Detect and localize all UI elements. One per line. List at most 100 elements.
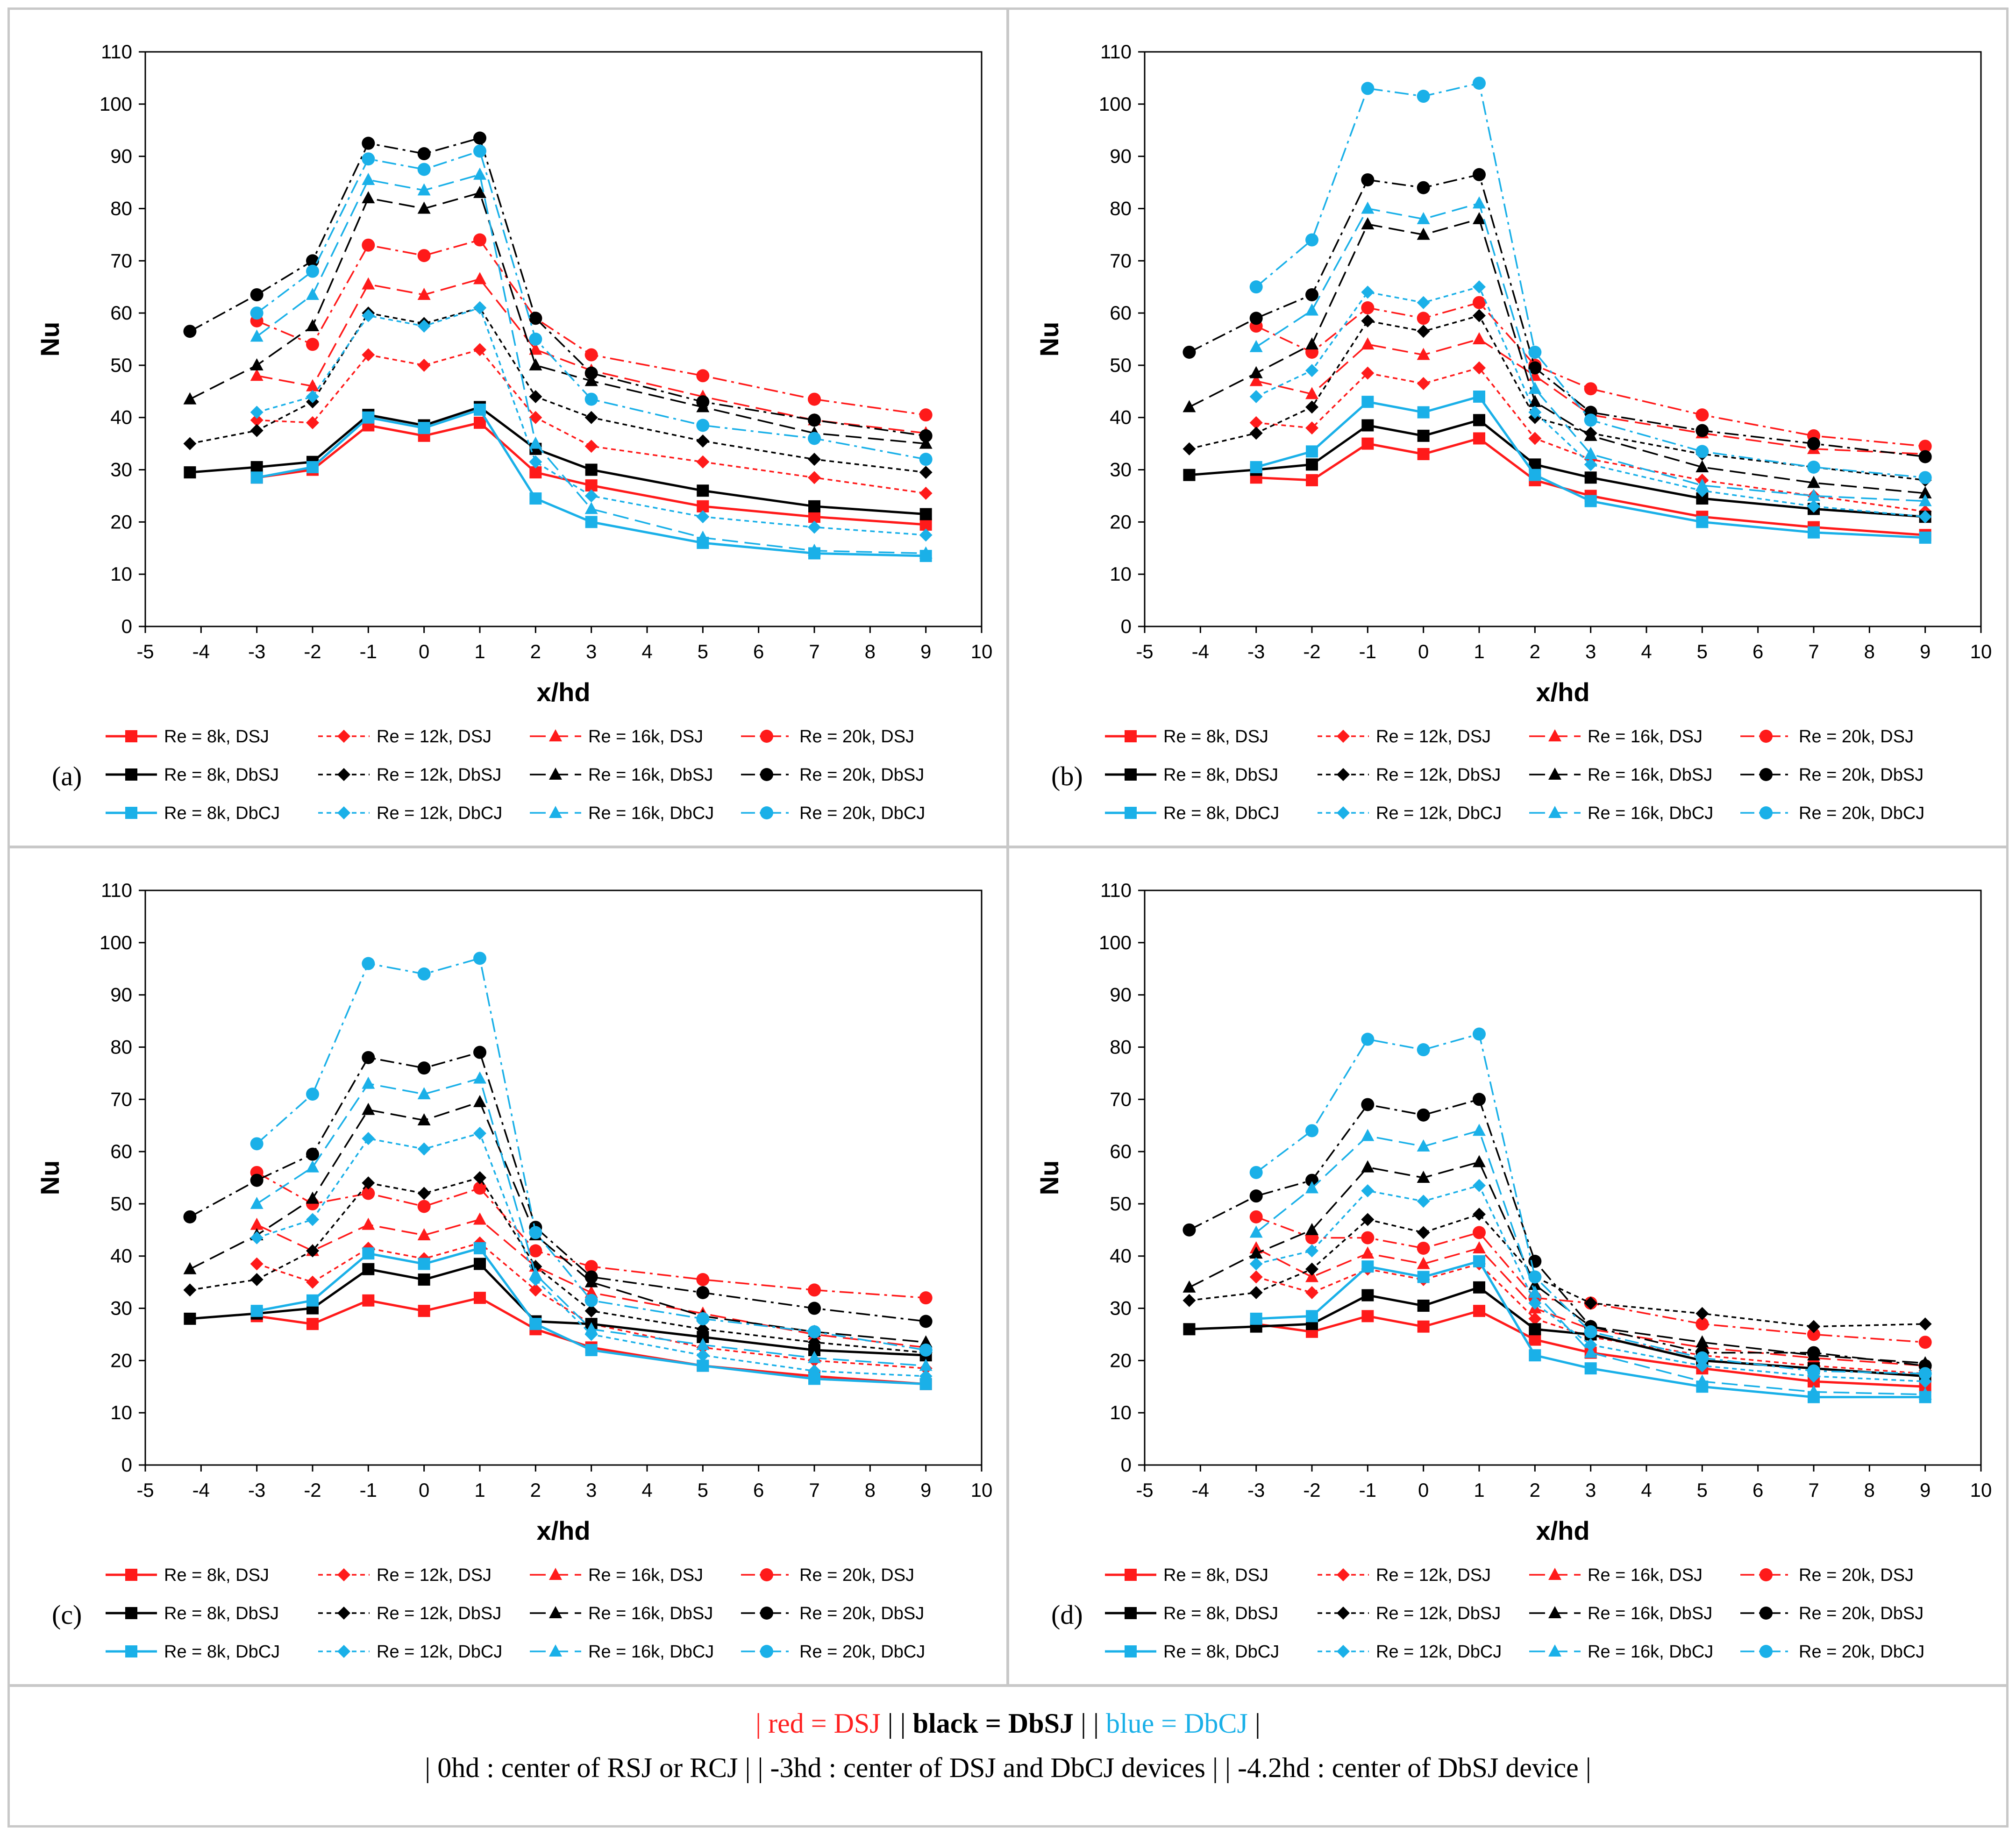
data-point [1807, 460, 1820, 474]
series-re-12k-dbsj [183, 301, 933, 479]
data-point [362, 1294, 375, 1307]
data-point [362, 1187, 375, 1200]
caption-sep-left: | [755, 1708, 762, 1739]
panel-label: (a) [52, 761, 82, 791]
series-re-20k-dsj [250, 1166, 933, 1305]
x-tick-label: 1 [1474, 1479, 1484, 1501]
data-point [473, 1181, 486, 1195]
data-point [1305, 387, 1318, 399]
data-point [362, 172, 375, 185]
data-point [1918, 1367, 1932, 1380]
x-tick-label: 3 [586, 640, 597, 662]
data-point [1361, 437, 1374, 450]
data-point [362, 238, 375, 252]
x-tick-label: 6 [1752, 640, 1763, 662]
legend-entry: Re = 8k, DbCJ [106, 1642, 280, 1662]
y-tick-label: 100 [1099, 93, 1132, 115]
series-re-16k-dbcj [1249, 196, 1932, 506]
data-point [1807, 476, 1820, 488]
data-point [1249, 1246, 1263, 1259]
legend-label: Re = 16k, DSJ [1588, 727, 1703, 747]
data-point [473, 233, 486, 247]
data-point [919, 429, 933, 442]
x-tick-label: 10 [1970, 1479, 1992, 1501]
series-re-12k-dsj [1249, 1257, 1932, 1380]
data-point [1584, 1296, 1597, 1310]
data-point [1305, 1181, 1318, 1194]
data-point [585, 516, 598, 528]
data-point [1528, 405, 1542, 419]
legend-label: Re = 16k, DSJ [1588, 1565, 1703, 1585]
legend-label: Re = 20k, DbCJ [799, 804, 925, 823]
data-point [584, 392, 598, 406]
data-point [473, 1071, 486, 1084]
data-point [1417, 1195, 1430, 1208]
x-tick-label: 2 [1530, 640, 1540, 662]
data-point [808, 1302, 821, 1315]
x-tick-label: 6 [753, 1479, 764, 1501]
legend-marker [1125, 1607, 1137, 1619]
legend-marker [1125, 768, 1137, 781]
series-re-16k-dbsj [183, 185, 933, 449]
data-point [1918, 1317, 1932, 1331]
y-tick-label: 60 [110, 302, 132, 324]
x-tick-label: 8 [1864, 1479, 1875, 1501]
legend-marker [1760, 1645, 1773, 1658]
panel-label: (d) [1051, 1600, 1083, 1630]
legend-label: Re = 12k, DbCJ [377, 1642, 502, 1662]
legend-marker [760, 1607, 773, 1620]
data-point [1584, 447, 1597, 459]
legend-entry: Re = 8k, DbCJ [1105, 1642, 1279, 1662]
data-point [1473, 212, 1486, 224]
data-point [1417, 90, 1430, 103]
data-point [306, 461, 319, 473]
data-point [417, 1087, 431, 1100]
y-tick-label: 60 [1110, 302, 1132, 324]
legend-marker [125, 1569, 137, 1581]
data-point [1473, 332, 1486, 344]
data-point [584, 374, 598, 386]
data-point [919, 1344, 933, 1357]
y-tick-label: 0 [1121, 1454, 1132, 1476]
data-point [1695, 1351, 1709, 1365]
data-point [1361, 1260, 1374, 1273]
data-point [696, 419, 710, 432]
data-point [1473, 1093, 1486, 1106]
y-tick-label: 40 [110, 406, 132, 428]
y-tick-label: 30 [110, 459, 132, 481]
data-point [1473, 1241, 1486, 1253]
x-tick-label: 9 [1920, 1479, 1931, 1501]
series-line [256, 150, 926, 460]
data-point [1918, 1336, 1932, 1349]
legend-entry: Re = 20k, DSJ [741, 1565, 914, 1585]
data-point [473, 131, 486, 145]
x-tick-label: 4 [641, 1479, 652, 1501]
legend-entry: Re = 12k, DbCJ [1318, 804, 1502, 823]
data-point [184, 1312, 196, 1325]
legend-label: Re = 12k, DbCJ [1376, 1642, 1502, 1662]
caption-sep-mid2: | | [1080, 1708, 1099, 1739]
color-key-caption: | red = DSJ | | black = DbSJ | | blue = … [10, 1686, 2006, 1825]
legend-marker [1337, 1607, 1350, 1620]
series-line [189, 1051, 926, 1323]
data-point [1473, 1179, 1486, 1192]
legend-marker [337, 730, 350, 743]
data-point [417, 1187, 431, 1200]
data-point [417, 1113, 431, 1125]
caption-red-key: red = DSJ [768, 1708, 881, 1739]
y-tick-label: 110 [1100, 879, 1132, 901]
data-point [1473, 196, 1486, 209]
series-line [190, 1176, 926, 1354]
data-point [474, 1258, 486, 1270]
legend-label: Re = 12k, DSJ [1376, 1565, 1491, 1585]
data-point [306, 1191, 319, 1204]
legend-entry: Re = 12k, DbSJ [318, 1604, 501, 1623]
data-point [1183, 1223, 1196, 1237]
series-re-20k-dbsj [183, 1046, 933, 1328]
legend-marker [337, 1607, 350, 1620]
data-point [1528, 1270, 1542, 1284]
series-line [256, 173, 926, 555]
data-point [1361, 1231, 1375, 1245]
chart-panel-3: 0 10 20 30 40 50 60 70 80 90 100 110 -5 -4 -3 -2 -1 0 1 2 3 4… [1034, 879, 1992, 1662]
x-tick-label: 5 [1697, 1479, 1708, 1501]
